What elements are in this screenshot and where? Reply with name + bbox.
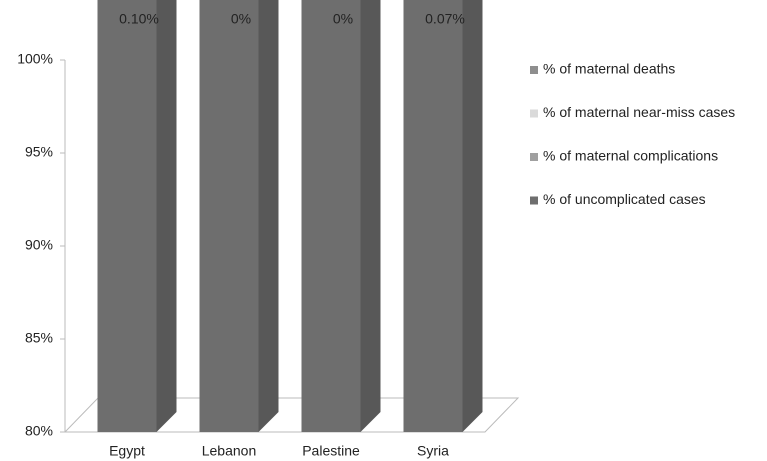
bar-segment-side — [156, 0, 177, 432]
bar-segment-side — [462, 0, 483, 432]
x-tick-label: Egypt — [109, 443, 145, 459]
x-tick-label: Palestine — [302, 443, 360, 459]
y-tick-label: 80% — [25, 423, 53, 439]
legend-label: % of maternal complications — [543, 148, 718, 164]
legend-swatch — [530, 109, 538, 118]
legend-swatch — [530, 66, 538, 74]
y-tick-label: 90% — [25, 237, 53, 253]
bar-segment-side — [360, 0, 381, 432]
x-tick-label: Syria — [417, 443, 449, 459]
bar-segment — [199, 0, 259, 432]
bar-segment — [97, 0, 157, 432]
value-label: 0% — [333, 11, 353, 27]
legend-swatch — [530, 153, 538, 161]
value-label: 0.07% — [425, 11, 465, 27]
value-label: 0% — [231, 11, 251, 27]
bar-segment — [301, 0, 361, 432]
legend-label: % of maternal deaths — [543, 61, 675, 77]
x-tick-label: Lebanon — [202, 443, 257, 459]
y-tick-label: 100% — [17, 51, 53, 67]
y-tick-label: 85% — [25, 330, 53, 346]
value-label: 0.10% — [119, 11, 159, 27]
y-tick-label: 95% — [25, 144, 53, 160]
bar-segment-side — [258, 0, 279, 432]
bar-segment — [403, 0, 463, 432]
legend-swatch — [530, 196, 538, 205]
legend-label: % of maternal near-miss cases — [543, 104, 735, 120]
legend-label: % of uncomplicated cases — [543, 191, 706, 207]
